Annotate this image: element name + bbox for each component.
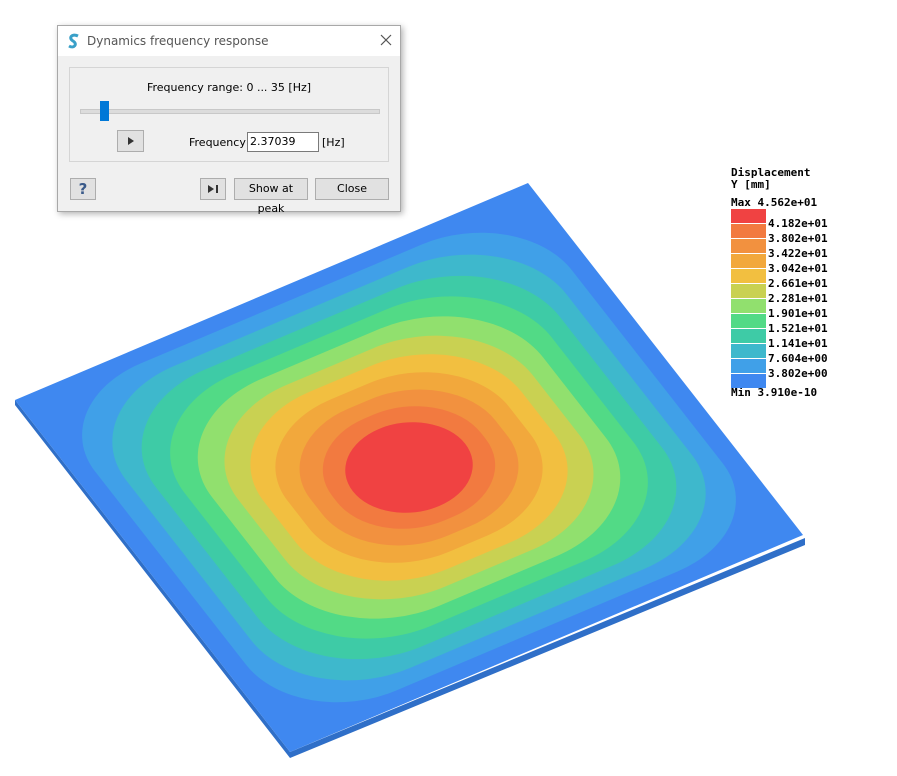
play-button[interactable] — [117, 130, 144, 152]
legend-label: 7.604e+00 — [768, 352, 828, 365]
legend-swatch — [731, 224, 766, 238]
frequency-label: Frequency — [189, 136, 246, 149]
legend-label: 3.042e+01 — [768, 262, 828, 275]
legend-label: 2.281e+01 — [768, 292, 828, 305]
legend-swatch — [731, 299, 766, 313]
help-button[interactable]: ? — [70, 178, 96, 200]
legend-label: 1.901e+01 — [768, 307, 828, 320]
legend-swatch — [731, 209, 766, 223]
legend-swatch — [731, 314, 766, 328]
frequency-value: 2.37039 — [250, 135, 296, 148]
legend-swatch — [731, 374, 766, 388]
legend-swatch — [731, 284, 766, 298]
legend-swatch — [731, 254, 766, 268]
dialog: Dynamics frequency response Frequency ra… — [57, 25, 401, 215]
app-icon — [68, 33, 79, 49]
slider-track — [80, 109, 380, 114]
legend-label: 2.661e+01 — [768, 277, 828, 290]
legend-label: 4.182e+01 — [768, 217, 828, 230]
legend-label: 1.141e+01 — [768, 337, 828, 350]
legend-swatch — [731, 359, 766, 373]
legend-swatch — [731, 269, 766, 283]
slider-thumb[interactable] — [100, 101, 109, 121]
dialog-title: Dynamics frequency response — [87, 34, 269, 48]
legend-min: Min 3.910e-10 — [731, 386, 817, 399]
title-bar: Dynamics frequency response — [58, 26, 400, 56]
contour-band — [345, 422, 473, 513]
legend-label: 3.422e+01 — [768, 247, 828, 260]
legend-swatch — [731, 239, 766, 253]
legend-label: 3.802e+00 — [768, 367, 828, 380]
legend-swatch — [731, 329, 766, 343]
unit-label: [Hz] — [322, 136, 345, 149]
plate — [15, 183, 803, 752]
close-icon[interactable] — [380, 34, 392, 46]
range-label: Frequency range: 0 ... 35 [Hz] — [146, 81, 312, 94]
legend-label: 1.521e+01 — [768, 322, 828, 335]
legend-max: Max 4.562e+01 — [731, 196, 817, 209]
close-button[interactable]: Close — [315, 178, 389, 200]
legend-title: Displacement — [731, 166, 810, 179]
group-box: Frequency range: 0 ... 35 [Hz] Frequency… — [69, 67, 389, 162]
legend-title: Y [mm] — [731, 178, 771, 191]
show-at-peak-button[interactable]: Show at peak — [234, 178, 308, 215]
legend-swatch — [731, 344, 766, 358]
legend-label: 3.802e+01 — [768, 232, 828, 245]
step-button[interactable] — [200, 178, 226, 200]
frequency-input[interactable]: 2.37039 — [247, 132, 319, 152]
